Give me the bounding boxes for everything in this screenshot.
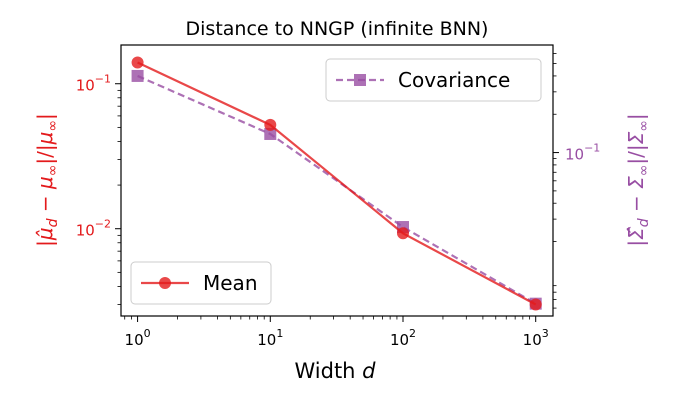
data-point-covariance bbox=[131, 69, 144, 82]
x-tick-label: 102 bbox=[390, 327, 416, 349]
data-point-mean bbox=[264, 118, 277, 131]
left-axis-ticks: 10−1 10−2 bbox=[76, 73, 121, 305]
legend-label: Mean bbox=[203, 271, 258, 295]
series-mean bbox=[131, 56, 542, 311]
left-axis-tick-label: 10−2 bbox=[76, 218, 111, 240]
x-tick-label: 100 bbox=[125, 327, 151, 349]
x-axis-ticks: 100 101 102 103 bbox=[124, 316, 549, 349]
data-point-covariance bbox=[264, 127, 277, 140]
right-axis-tick-label: 10−1 bbox=[565, 142, 600, 164]
series-line-mean bbox=[137, 61, 537, 306]
data-point-mean bbox=[131, 56, 144, 69]
x-tick-label: 103 bbox=[523, 327, 549, 349]
legend-label: Covariance bbox=[398, 68, 510, 92]
data-point-mean bbox=[529, 298, 542, 311]
legend-marker bbox=[354, 74, 366, 86]
right-axis-ticks: 10−1 bbox=[553, 53, 600, 309]
right-axis-label: |Σ̂d − Σ∞|/|Σ∞| bbox=[624, 113, 652, 246]
data-point-mean bbox=[396, 227, 409, 240]
left-axis-label: |μ̂d − μ∞|/|μ∞| bbox=[33, 113, 61, 247]
legend-mean: Mean bbox=[130, 261, 272, 305]
legends: Covariance Mean bbox=[130, 58, 542, 305]
legend-frame bbox=[325, 58, 542, 102]
x-axis-label: Width d bbox=[294, 359, 376, 383]
chart-title: Distance to NNGP (infinite BNN) bbox=[186, 18, 489, 40]
legend-covariance: Covariance bbox=[325, 58, 542, 102]
left-axis-tick-label: 10−1 bbox=[76, 73, 111, 95]
x-tick-label: 101 bbox=[257, 327, 283, 349]
series-layer bbox=[131, 56, 542, 311]
legend-frame bbox=[130, 261, 272, 305]
legend-marker bbox=[159, 277, 171, 289]
